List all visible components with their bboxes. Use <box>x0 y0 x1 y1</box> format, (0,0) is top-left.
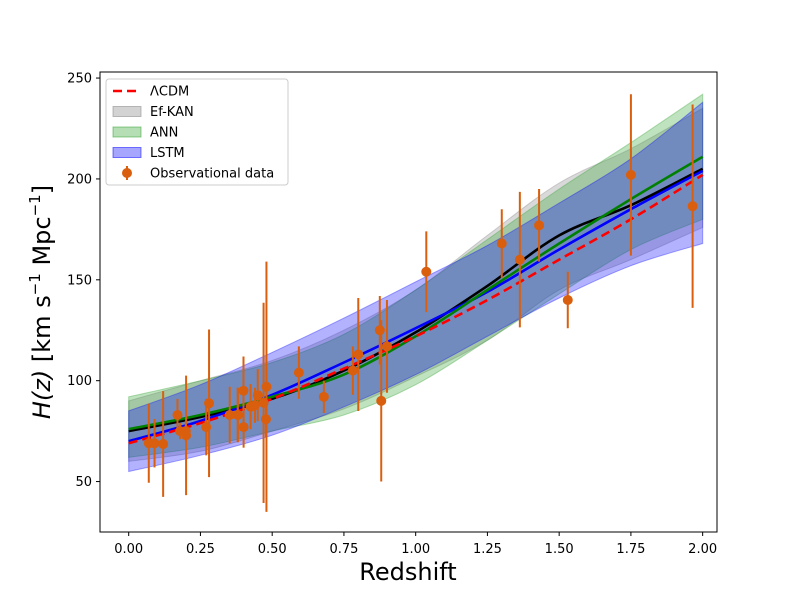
data-point <box>318 380 329 413</box>
data-point <box>261 261 272 512</box>
data-point <box>347 346 358 395</box>
data-marker <box>625 169 636 180</box>
legend-label: ΛCDM <box>150 85 189 100</box>
legend-label: ANN <box>150 126 178 141</box>
data-marker <box>374 325 385 336</box>
legend-label: Ef-KAN <box>150 105 194 120</box>
legend: ΛCDM Ef-KAN ANN LSTM Observational data <box>105 78 289 186</box>
data-marker <box>534 220 545 231</box>
band-ef-kan <box>128 107 704 462</box>
data-point <box>625 94 636 256</box>
data-marker <box>172 409 183 420</box>
data-point <box>374 295 385 365</box>
data-marker <box>238 422 249 433</box>
x-axis: 0.00 0.25 0.50 0.75 1.00 1.25 1.50 1.75 2.00 <box>114 532 717 557</box>
data-point <box>496 209 507 278</box>
legend-item: Observational data <box>122 166 274 182</box>
data-marker <box>252 390 263 401</box>
data-point <box>562 271 573 329</box>
data-marker <box>347 365 358 376</box>
x-tick-label: 0.75 <box>329 542 358 557</box>
legend-swatch <box>122 168 132 178</box>
x-tick-label: 1.75 <box>616 542 645 557</box>
data-marker <box>181 430 192 441</box>
y-tick-label: 150 <box>67 273 92 288</box>
data-marker <box>514 254 525 265</box>
legend-item: ANN <box>112 126 178 141</box>
legend-item: Ef-KAN <box>112 105 194 120</box>
y-tick-label: 200 <box>67 172 92 187</box>
legend-swatch <box>112 126 142 138</box>
data-point <box>204 329 215 478</box>
y-title-exponent: −1 <box>26 194 44 216</box>
data-marker <box>381 341 392 352</box>
x-tick-label: 1.25 <box>473 542 502 557</box>
data-marker <box>562 294 573 305</box>
data-marker <box>204 398 215 409</box>
data-marker <box>149 438 160 449</box>
data-point <box>376 320 387 482</box>
data-point <box>353 297 364 411</box>
data-marker <box>318 391 329 402</box>
y-title-symbol: H(z) <box>28 370 56 419</box>
y-tick-label: 100 <box>67 374 92 389</box>
band-lstm <box>128 101 704 473</box>
data-point <box>149 419 160 468</box>
data-point <box>181 375 192 496</box>
x-tick-label: 1.50 <box>545 542 574 557</box>
data-marker <box>158 439 169 450</box>
y-title-exponent: −1 <box>26 273 44 295</box>
x-tick-label: 1.00 <box>401 542 430 557</box>
legend-label: Observational data <box>150 167 274 182</box>
x-tick-label: 0.25 <box>186 542 215 557</box>
data-marker <box>496 238 507 249</box>
data-point <box>232 387 243 443</box>
x-tick-label: 0.50 <box>258 542 287 557</box>
data-point <box>252 369 263 422</box>
legend-item: ΛCDM <box>113 85 189 100</box>
y-axis-title: H(z) [km s−1 Mpc−1] <box>26 185 56 419</box>
data-marker <box>293 367 304 378</box>
data-marker <box>353 349 364 360</box>
data-point <box>534 189 545 262</box>
data-marker <box>421 266 432 277</box>
data-point <box>381 299 392 393</box>
uncertainty-bands <box>128 93 704 473</box>
data-marker <box>224 409 235 420</box>
data-point <box>421 231 432 313</box>
data-marker <box>687 201 698 212</box>
data-point <box>158 391 169 497</box>
plot-frame <box>99 71 718 533</box>
y-title-unit: ] <box>28 185 56 194</box>
data-marker <box>376 395 387 406</box>
observational-points <box>143 94 698 512</box>
legend-swatch <box>112 106 142 117</box>
x-axis-title: Redshift <box>359 558 456 586</box>
legend-swatch <box>112 147 142 158</box>
y-tick-label: 50 <box>75 475 92 490</box>
band-ann <box>128 93 704 458</box>
data-point <box>514 191 525 328</box>
data-marker <box>232 409 243 420</box>
y-tick-label: 250 <box>67 72 92 87</box>
data-point <box>224 386 235 444</box>
y-title-unit: [km s <box>28 295 56 369</box>
data-point <box>293 346 304 399</box>
data-point <box>172 398 183 432</box>
data-marker <box>238 385 249 396</box>
legend-box <box>105 78 289 186</box>
data-point <box>238 406 249 448</box>
data-marker <box>261 381 272 392</box>
y-title-unit: Mpc <box>28 216 56 273</box>
x-tick-label: 2.00 <box>688 542 717 557</box>
x-tick-label: 0.00 <box>114 542 143 557</box>
y-axis: 50 100 150 200 250 <box>67 72 100 490</box>
legend-label: LSTM <box>150 146 185 161</box>
legend-item: LSTM <box>112 146 185 161</box>
data-point <box>687 104 698 308</box>
